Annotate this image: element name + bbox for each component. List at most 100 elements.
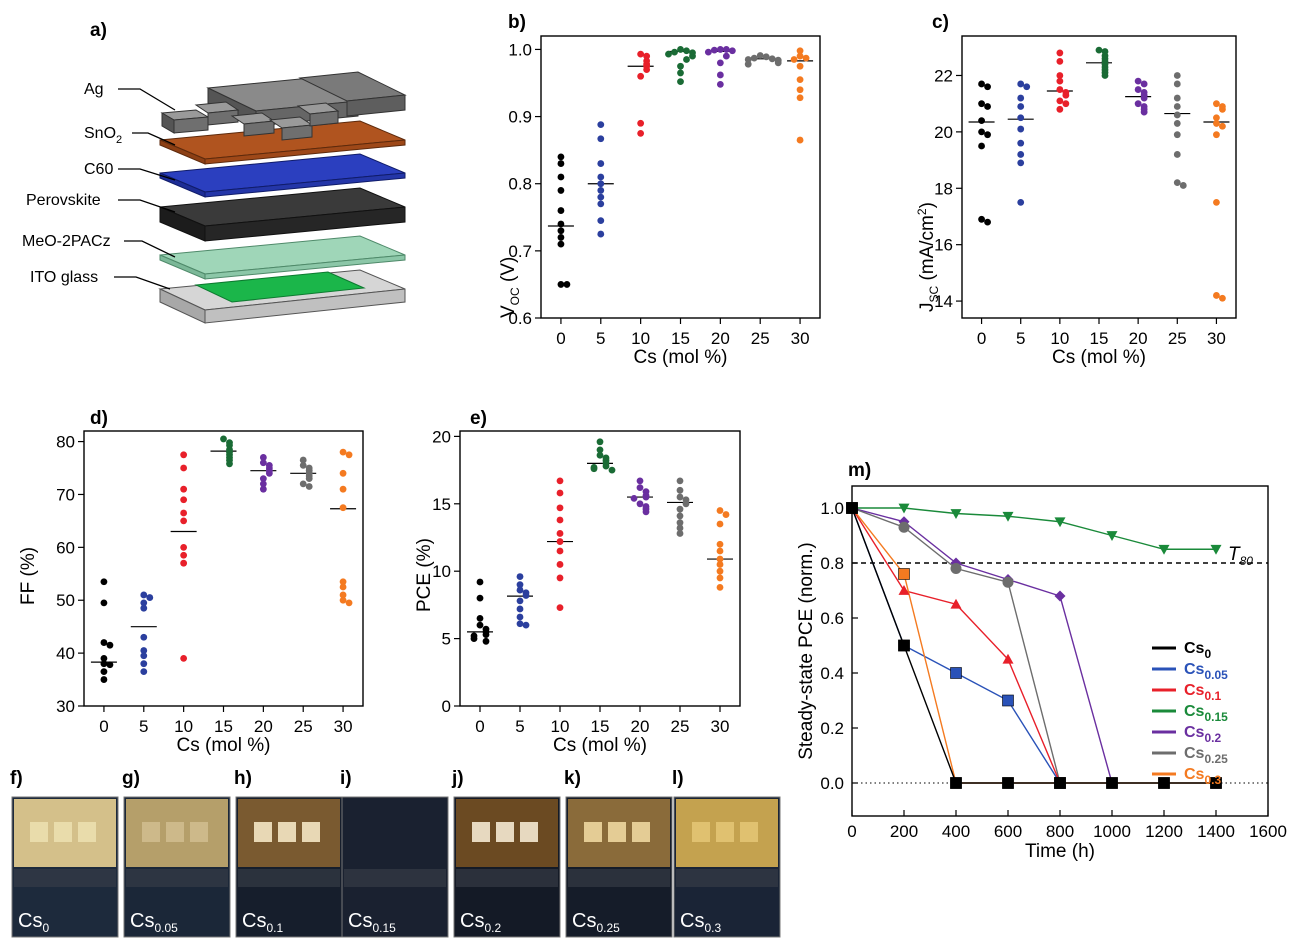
data-point: [140, 633, 148, 641]
y-tick-label: 0: [442, 697, 451, 716]
data-point: [978, 215, 985, 223]
y-tick-label: 0.8: [820, 554, 844, 573]
data-point: [796, 94, 804, 102]
data-point: [140, 668, 148, 676]
data-point: [305, 483, 313, 490]
data-point: [716, 547, 724, 555]
data-point: [339, 578, 347, 586]
data-point: [637, 129, 645, 137]
data-point: [676, 486, 684, 494]
data-point: [516, 605, 524, 613]
y-tick-label: 18: [934, 179, 953, 198]
x-tick-label: 200: [890, 822, 918, 841]
data-point: [642, 508, 650, 516]
data-point: [1002, 576, 1014, 588]
label-sno2: SnO2: [84, 125, 122, 146]
x-tick-label: 25: [294, 717, 313, 736]
data-point: [1173, 103, 1181, 110]
data-point: [597, 180, 605, 188]
data-point: [978, 142, 985, 150]
photo-contact-pad: [302, 822, 320, 842]
layer-ito-glass: [158, 269, 406, 324]
panel-label-d: d): [90, 408, 108, 429]
series-line: [851, 507, 1061, 784]
data-point: [1056, 97, 1064, 105]
x-tick-label: 1200: [1145, 822, 1183, 841]
photo-mid-band: [126, 869, 228, 887]
layer-c60: [159, 153, 406, 198]
data-point: [683, 47, 690, 55]
data-point: [476, 614, 484, 622]
data-point: [100, 655, 108, 662]
data-point: [299, 480, 307, 488]
x-tick-label: 1400: [1197, 822, 1235, 841]
data-point: [671, 48, 678, 56]
photo-mid-band: [676, 869, 778, 887]
data-point: [1062, 100, 1070, 108]
label-meo-2pacz: MeO-2PACz: [22, 233, 111, 250]
data-point: [339, 504, 347, 512]
photo-contact-pad: [254, 822, 272, 842]
photo-panel-label: k): [564, 768, 581, 789]
photo-mid-band: [14, 869, 116, 887]
photo-contact-pad: [142, 822, 160, 842]
x-tick-label: 20: [1129, 329, 1148, 348]
data-point: [984, 131, 991, 139]
y-tick-label: 0.6: [820, 609, 844, 628]
ff-scatter-plot: 30 40 50 60 70 80 0 5 10 15 20 25 30 Cs (mol %): [56, 430, 364, 756]
data-point: [1017, 151, 1025, 158]
data-point: [1017, 80, 1025, 88]
data-point: [710, 46, 718, 54]
data-point: [1173, 80, 1181, 88]
x-tick-label: 0: [99, 717, 108, 736]
x-axis-label: Cs (mol %): [634, 347, 728, 368]
y-tick-label: 0.2: [820, 719, 844, 738]
data-point: [226, 460, 233, 468]
data-point: [1219, 122, 1226, 130]
x-tick-label: 10: [174, 717, 193, 736]
data-point: [100, 668, 108, 676]
data-point: [1134, 77, 1142, 85]
data-point: [140, 604, 148, 612]
data-point: [339, 596, 347, 604]
y-tick-label: 40: [56, 644, 75, 663]
data-point: [846, 502, 858, 514]
data-point: [796, 62, 804, 70]
panel-label-m: m): [848, 460, 871, 481]
x-tick-label: 0: [847, 822, 856, 841]
data-point: [1017, 139, 1025, 147]
data-point: [1017, 159, 1025, 167]
data-point: [716, 520, 724, 528]
data-point: [597, 187, 605, 194]
photo-label: Cs0.05: [130, 910, 178, 935]
data-point: [716, 574, 724, 582]
data-point: [636, 500, 644, 508]
plot-frame-c: [961, 35, 1237, 319]
layer-labels: Ag SnO2 C60 Perovskite MeO-2PACz ITO gla…: [22, 81, 176, 290]
data-point: [1056, 77, 1064, 85]
data-point: [1173, 120, 1181, 127]
x-tick-label: 1600: [1249, 822, 1287, 841]
data-point: [790, 56, 798, 63]
data-point: [557, 153, 565, 161]
data-point: [100, 676, 108, 683]
data-point: [1213, 131, 1220, 139]
data-point: [556, 489, 564, 497]
data-point: [796, 136, 804, 144]
data-point: [978, 117, 985, 124]
data-point: [299, 456, 307, 464]
device-photo: g) Cs0.05: [122, 768, 231, 938]
data-point: [1173, 94, 1181, 102]
data-point: [482, 631, 490, 638]
data-point: [683, 56, 690, 63]
data-point: [898, 521, 910, 533]
data-point: [1054, 777, 1066, 789]
data-point: [597, 160, 605, 167]
data-point: [597, 230, 605, 238]
data-point: [716, 555, 724, 563]
x-tick-label: 5: [139, 717, 148, 736]
device-photo: j) Cs0.2: [451, 768, 561, 938]
data-point: [1213, 198, 1220, 206]
data-point: [180, 509, 188, 517]
y-tick-label: 5: [442, 630, 451, 649]
